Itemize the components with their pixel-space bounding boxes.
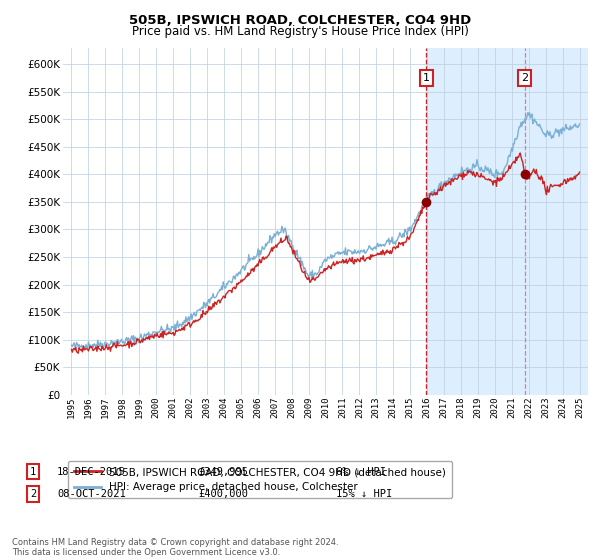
Legend: 505B, IPSWICH ROAD, COLCHESTER, CO4 9HD (detached house), HPI: Average price, de: 505B, IPSWICH ROAD, COLCHESTER, CO4 9HD …	[68, 461, 452, 498]
Text: £349,995: £349,995	[198, 466, 248, 477]
Text: 15% ↓ HPI: 15% ↓ HPI	[336, 489, 392, 499]
Bar	[427, 48, 588, 395]
Text: 505B, IPSWICH ROAD, COLCHESTER, CO4 9HD: 505B, IPSWICH ROAD, COLCHESTER, CO4 9HD	[129, 14, 471, 27]
Text: 18-DEC-2015: 18-DEC-2015	[57, 466, 126, 477]
Text: 6% ↓ HPI: 6% ↓ HPI	[336, 466, 386, 477]
Text: 1: 1	[30, 466, 36, 477]
Text: £400,000: £400,000	[198, 489, 248, 499]
Text: 2: 2	[30, 489, 36, 499]
Text: 2: 2	[521, 73, 529, 83]
Text: Contains HM Land Registry data © Crown copyright and database right 2024.
This d: Contains HM Land Registry data © Crown c…	[12, 538, 338, 557]
Text: Price paid vs. HM Land Registry's House Price Index (HPI): Price paid vs. HM Land Registry's House …	[131, 25, 469, 38]
Text: 1: 1	[423, 73, 430, 83]
Text: 08-OCT-2021: 08-OCT-2021	[57, 489, 126, 499]
